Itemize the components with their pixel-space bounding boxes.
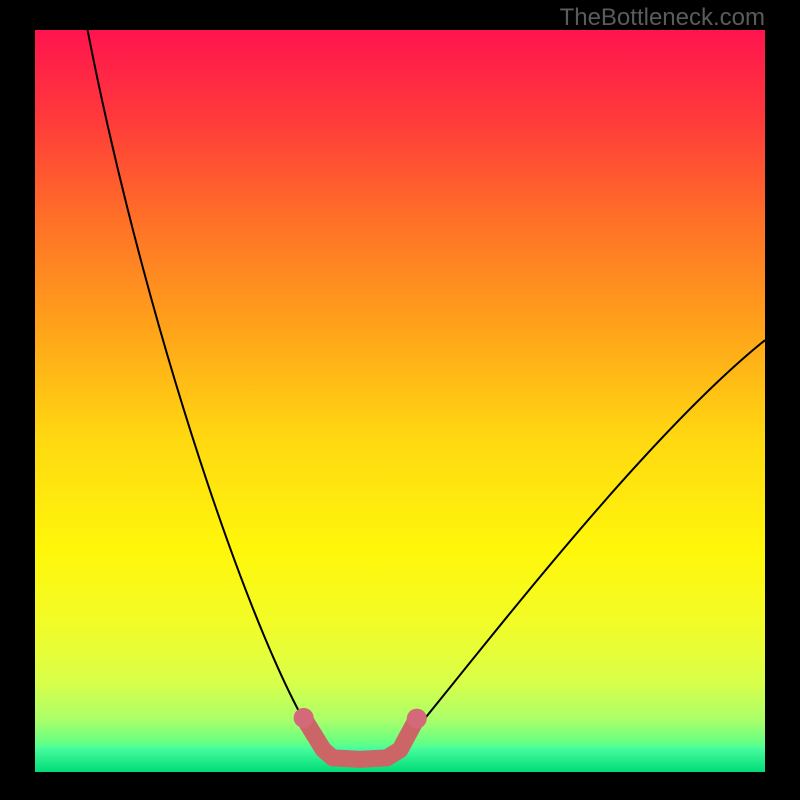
- optimal-range-marker-dot-right: [407, 709, 427, 729]
- chart-stage: TheBottleneck.com: [0, 0, 800, 800]
- heat-background: [35, 30, 765, 772]
- plot-area: [35, 30, 765, 772]
- plot-svg: [35, 30, 765, 772]
- optimal-range-marker-dot-left: [294, 708, 314, 728]
- watermark-text: TheBottleneck.com: [560, 4, 765, 32]
